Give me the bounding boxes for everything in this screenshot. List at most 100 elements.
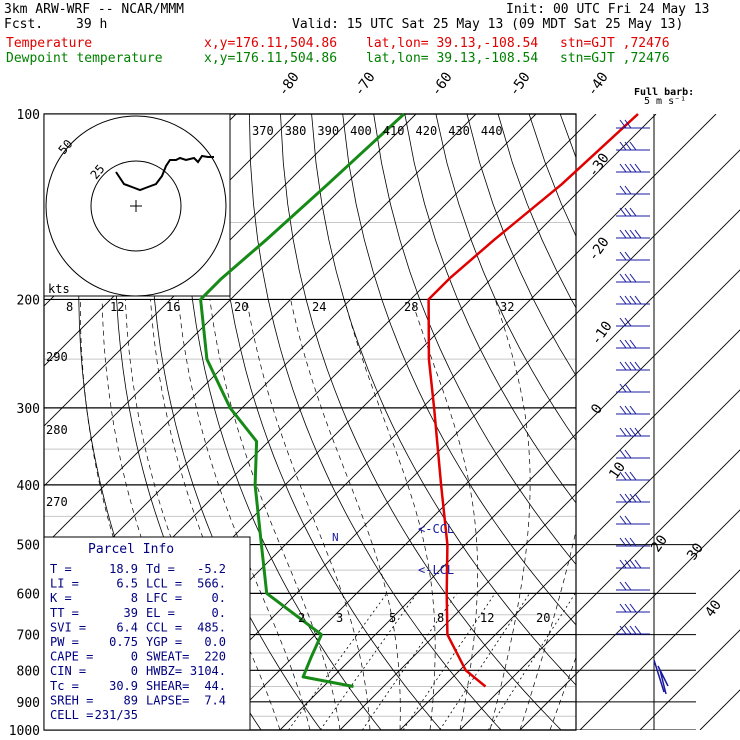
theta-label: 390 — [317, 124, 339, 138]
n-marker: N — [332, 531, 339, 544]
wind-barb — [624, 515, 632, 525]
wind-barb — [624, 603, 632, 613]
parcel-info-label: LFC = — [146, 591, 182, 605]
temperature-legend-name: Temperature — [6, 36, 93, 51]
wind-barb — [624, 559, 632, 569]
wind-barb — [624, 251, 632, 261]
dewpoint-legend-name: Dewpoint temperature — [6, 51, 163, 66]
mixing-ratio-label: 24 — [312, 300, 326, 314]
temperature-axis-label: -10 — [588, 318, 616, 348]
wind-barb — [619, 295, 627, 305]
wind-barb — [619, 581, 627, 591]
wind-barb — [619, 537, 627, 547]
wind-barb — [629, 273, 637, 283]
parcel-info-label: YGP = — [146, 635, 182, 649]
moist-adiabat — [549, 656, 576, 730]
parcel-info-value: 220 — [204, 650, 226, 664]
theta-side-label: 270 — [46, 495, 68, 509]
parcel-info-label: TT = — [50, 606, 79, 620]
parcel-info-value: 0.75 — [109, 635, 138, 649]
wind-barb — [619, 405, 627, 415]
isotherm-line — [44, 114, 537, 607]
wind-barb — [629, 427, 637, 437]
parcel-info-value: 7.4 — [204, 693, 226, 707]
wind-barb — [624, 449, 632, 459]
parcel-info-value: 0 — [131, 664, 138, 678]
wind-barb — [624, 537, 632, 547]
temperature-legend-xy: x,y=176.11,504.86 — [204, 36, 338, 51]
parcel-info-label: SVI = — [50, 620, 86, 634]
mixing-ratio-label: 16 — [166, 300, 180, 314]
wind-barb — [619, 251, 627, 261]
theta-label: 400 — [350, 124, 372, 138]
wind-barb — [619, 383, 627, 393]
hodograph-ring — [90, 160, 182, 252]
hodograph-ring — [45, 115, 227, 297]
parcel-info-label: SHEAR= — [146, 679, 189, 693]
wind-barb — [634, 163, 642, 173]
wind-barb — [634, 625, 642, 635]
theta-label: 420 — [416, 124, 438, 138]
wind-barb — [624, 317, 632, 327]
dry-adiabat — [685, 114, 740, 730]
wind-barb — [619, 625, 627, 635]
pressure-tick-label: 600 — [17, 587, 40, 602]
isotherm-line — [44, 114, 357, 427]
temperature-profile — [427, 113, 639, 688]
barb-legend-title: Full barb: — [634, 87, 694, 98]
temperature-legend-latlon: lat,lon= 39.13,-108.54 — [366, 36, 539, 51]
wind-barb — [634, 493, 642, 503]
wind-barb — [629, 493, 637, 503]
mixing-ratio-line — [487, 593, 576, 730]
mixing-ratio-label: 32 — [500, 300, 514, 314]
pressure-tick-label: 100 — [17, 108, 40, 123]
temperature-axis-label: -30 — [585, 150, 613, 180]
parcel-info-value: 0 — [131, 650, 138, 664]
isotherm-line — [459, 449, 740, 730]
wind-barb — [619, 141, 627, 151]
mixing-ratio-label: 28 — [404, 300, 418, 314]
dewpoint-legend-latlon: lat,lon= 39.13,-108.54 — [366, 51, 539, 66]
wind-barb — [634, 427, 642, 437]
dry-adiabat — [435, 114, 576, 441]
parcel-info-label: LAPSE= — [146, 693, 189, 707]
wind-barb — [629, 339, 637, 349]
pressure-tick-label: 200 — [17, 293, 40, 308]
theta-side-label: 290 — [46, 350, 68, 364]
wind-barb — [619, 163, 627, 173]
mixing-ratio-label: 8 — [66, 300, 73, 314]
parcel-info-value: 3104. — [190, 664, 226, 678]
parcel-info-value: 89 — [124, 693, 138, 707]
theta-label: 430 — [448, 124, 470, 138]
isotherm-line — [44, 114, 477, 547]
wind-barb — [624, 273, 632, 283]
wind-barb — [619, 119, 627, 129]
wind-barb — [624, 229, 632, 239]
wind-barb — [634, 361, 642, 371]
parcel-info-title: Parcel Info — [88, 542, 174, 557]
pressure-tick-label: 1000 — [9, 724, 40, 739]
wind-barb — [624, 339, 632, 349]
dry-adiabat — [311, 114, 576, 686]
wind-barb — [619, 185, 627, 195]
wind-barb — [629, 471, 637, 481]
wind-barb — [619, 471, 627, 481]
parcel-info-label: CELL = — [50, 708, 93, 722]
parcel-info-value: -5.2 — [197, 562, 226, 576]
dry-adiabat — [591, 114, 740, 730]
theta-label: 370 — [252, 124, 274, 138]
wind-barb — [619, 229, 627, 239]
wind-barb — [629, 229, 637, 239]
parcel-info-value: 18.9 — [109, 562, 138, 576]
parcel-info-label: EL = — [146, 606, 175, 620]
dry-adiabat — [249, 114, 502, 730]
isotherm-line — [279, 269, 740, 730]
isotherm-line — [159, 149, 740, 730]
wind-barb — [629, 295, 637, 305]
dewpoint-legend-xy: x,y=176.11,504.86 — [204, 51, 338, 66]
parcel-info-label: CIN = — [50, 664, 86, 678]
dry-adiabat — [653, 114, 740, 730]
temperature-axis-label: -70 — [351, 69, 379, 99]
lcl-marker: <-LCL — [418, 563, 454, 577]
temperature-axis-label: -80 — [275, 69, 303, 99]
